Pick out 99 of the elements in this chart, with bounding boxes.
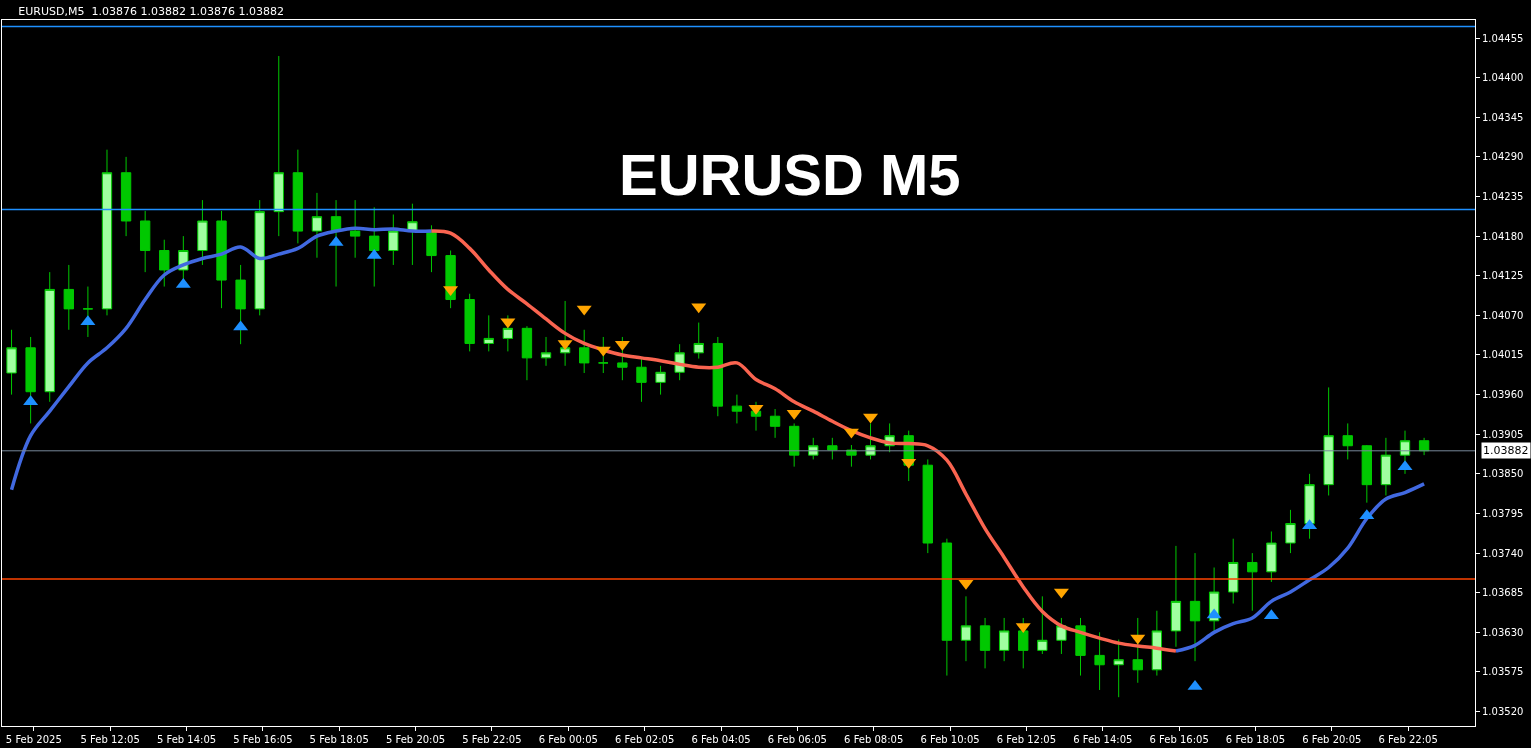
- y-tick-label: 1.04455: [1482, 32, 1524, 44]
- y-tick-label: 1.04345: [1482, 111, 1524, 123]
- x-tick-label: 6 Feb 12:05: [996, 734, 1057, 745]
- y-tick-label: 1.04180: [1482, 230, 1524, 242]
- y-tick-label: 1.03685: [1482, 587, 1524, 599]
- candlestick: [1323, 386, 1334, 496]
- candlestick: [254, 199, 265, 316]
- candlestick: [1094, 631, 1105, 691]
- candlestick: [559, 300, 571, 367]
- y-tick-label: 1.03795: [1482, 507, 1524, 519]
- x-tick-label: 6 Feb 14:05: [1073, 734, 1133, 745]
- x-tick-label: 6 Feb 08:05: [844, 734, 904, 745]
- candlestick: [712, 336, 723, 417]
- candlestick: [1056, 617, 1067, 655]
- candlestick: [216, 210, 227, 309]
- candlestick: [1113, 639, 1124, 698]
- candlestick: [731, 394, 743, 424]
- ref-line-label: 1.03882: [1483, 444, 1529, 457]
- y-tick-label: 1.04400: [1482, 72, 1524, 84]
- candlestick: [483, 314, 494, 352]
- candlestick: [44, 271, 55, 403]
- x-tick-label: 6 Feb 00:05: [538, 734, 598, 745]
- x-tick-label: 6 Feb 04:05: [691, 734, 751, 745]
- candlestick: [139, 210, 151, 273]
- candlestick: [769, 408, 781, 439]
- candlestick: [865, 422, 876, 460]
- candlestick: [998, 617, 1010, 662]
- candlestick: [159, 239, 170, 288]
- candlestick: [1342, 422, 1353, 460]
- candlestick: [521, 325, 533, 381]
- candlestick: [197, 199, 208, 266]
- x-tick-label: 5 Feb 14:05: [156, 734, 217, 745]
- x-tick-label: 6 Feb 20:05: [1302, 734, 1362, 745]
- candlestick: [1189, 552, 1201, 662]
- candlestick: [1170, 545, 1182, 648]
- candlestick: [349, 199, 361, 259]
- candlestick: [655, 365, 666, 396]
- candlestick: [120, 156, 132, 237]
- candlestick: [1399, 430, 1411, 475]
- y-tick-label: 1.04125: [1482, 270, 1524, 282]
- candlestick: [540, 336, 552, 367]
- candlestick: [6, 329, 17, 396]
- candlestick: [693, 322, 704, 360]
- candlestick: [960, 595, 972, 662]
- y-tick-label: 1.03520: [1482, 706, 1524, 718]
- chart-title: EURUSD,M5 1.03876 1.03882 1.03876 1.03882: [18, 5, 284, 19]
- x-tick-label: 6 Feb 18:05: [1225, 734, 1286, 745]
- candlestick: [979, 617, 991, 669]
- y-tick-label: 1.04290: [1482, 151, 1524, 163]
- candlestick: [789, 422, 800, 468]
- candlestick: [1380, 437, 1392, 496]
- y-tick-label: 1.03630: [1482, 626, 1524, 638]
- candlestick: [273, 55, 284, 237]
- x-tick-label: 6 Feb 10:05: [920, 734, 980, 745]
- candlestick: [808, 437, 819, 460]
- candlestick: [941, 538, 953, 677]
- candlestick: [101, 149, 113, 316]
- y-tick-label: 1.03905: [1482, 428, 1524, 440]
- candlestick: [1228, 538, 1239, 605]
- candlestick: [1247, 552, 1258, 612]
- candlestick: [1285, 509, 1296, 554]
- x-tick-label: 6 Feb 22:05: [1378, 734, 1438, 745]
- candlestick: [636, 358, 647, 403]
- line-series: [9, 226, 434, 492]
- candlestick: [1266, 530, 1277, 583]
- x-tick-label: 5 Feb 2025: [5, 734, 62, 745]
- x-tick-label: 5 Feb 20:05: [385, 734, 446, 745]
- x-tick-label: 5 Feb 16:05: [233, 734, 293, 745]
- x-tick-label: 5 Feb 18:05: [309, 734, 369, 745]
- candlestick: [579, 329, 590, 374]
- line-series: [429, 229, 1178, 653]
- x-tick-label: 5 Feb 12:05: [80, 734, 140, 745]
- x-tick-label: 6 Feb 06:05: [767, 734, 827, 745]
- candlestick: [292, 149, 304, 244]
- y-tick-label: 1.04070: [1482, 309, 1524, 321]
- candlestick: [1418, 437, 1430, 456]
- y-tick-label: 1.03575: [1482, 666, 1524, 678]
- candlestick: [464, 293, 475, 352]
- candlestick: [827, 437, 838, 460]
- y-tick-label: 1.04235: [1482, 191, 1524, 202]
- x-tick-label: 6 Feb 02:05: [615, 734, 675, 745]
- y-tick-label: 1.03740: [1482, 547, 1524, 559]
- candlestick: [1151, 610, 1163, 677]
- y-tick-label: 1.03960: [1482, 389, 1524, 401]
- y-tick-label: 1.04015: [1482, 349, 1524, 361]
- annotation: EURUSD M5: [619, 142, 961, 207]
- candlestick: [311, 192, 323, 259]
- candlestick: [1361, 444, 1373, 504]
- candlestick: [426, 224, 437, 273]
- x-tick-label: 5 Feb 22:05: [462, 734, 522, 745]
- x-tick-label: 6 Feb 16:05: [1149, 734, 1209, 745]
- candlestick: [922, 458, 933, 554]
- y-tick-label: 1.03850: [1482, 468, 1524, 480]
- candlestick: [388, 214, 399, 266]
- line-series: [1174, 482, 1426, 653]
- candlestick: [82, 286, 94, 338]
- candlestick: [63, 264, 74, 331]
- candlestick: [502, 314, 514, 352]
- candlestick: [1037, 595, 1048, 655]
